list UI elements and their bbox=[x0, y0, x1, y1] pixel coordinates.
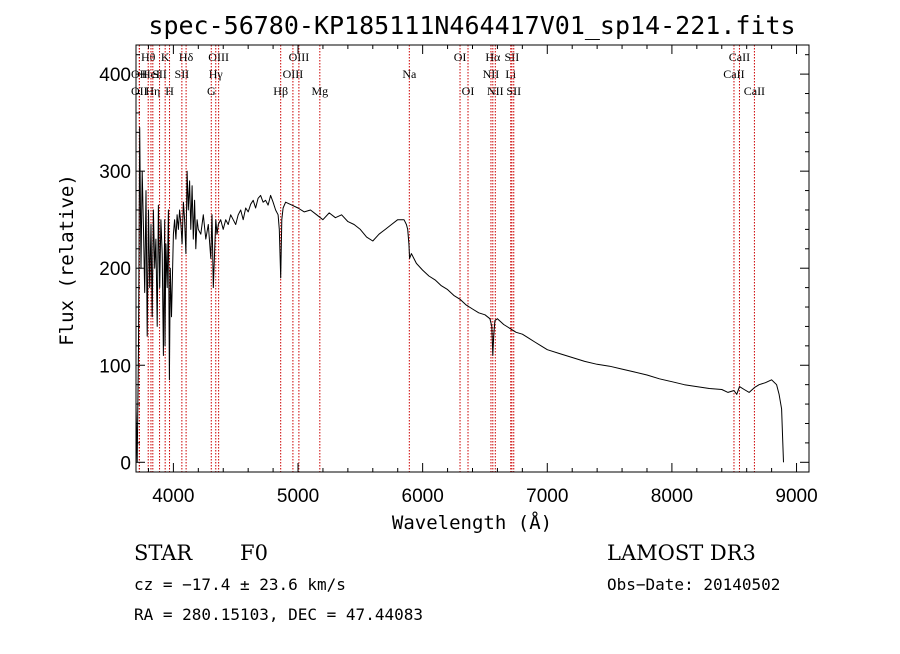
spectral-line-label: HeI bbox=[142, 67, 160, 81]
y-tick-label: 100 bbox=[99, 356, 131, 377]
spectral-line-label: SII bbox=[175, 67, 190, 81]
sky-coordinates: RA = 280.15103, DEC = 47.44083 bbox=[134, 605, 423, 624]
spectral-line-label: Hα bbox=[485, 50, 501, 64]
spectral-line-label: CaII bbox=[729, 50, 750, 64]
x-tick-label: 8000 bbox=[651, 486, 693, 507]
y-tick-label: 0 bbox=[120, 453, 131, 474]
spectrum-line bbox=[135, 127, 784, 463]
spectral-line-label: G bbox=[207, 84, 216, 98]
x-tick-label: 5000 bbox=[277, 486, 319, 507]
spectral-line-label: H bbox=[165, 84, 174, 98]
y-tick-label: 200 bbox=[99, 259, 131, 280]
spectral-line-label: OIII bbox=[283, 67, 304, 81]
x-tick-label: 6000 bbox=[402, 486, 444, 507]
spectral-line-label: SII bbox=[152, 67, 167, 81]
spectral-line-label: K bbox=[161, 50, 170, 64]
spectral-line-label: SII bbox=[506, 84, 521, 98]
x-tick-label: 4000 bbox=[152, 486, 194, 507]
redshift-readout: cz = −17.4 ± 23.6 km/s bbox=[134, 575, 346, 594]
spectral-line-markers: HθOIIOIIHeIHηKSIIHHδSIIOIIIHγGHβOIIIOIII… bbox=[131, 45, 765, 472]
spectral-line-label: OII bbox=[131, 84, 148, 98]
y-tick-label: 400 bbox=[99, 65, 131, 86]
spectral-line-label: Na bbox=[402, 67, 417, 81]
spectral-line-label: Mg bbox=[311, 84, 328, 98]
spectral-line-label: Li bbox=[505, 67, 516, 81]
spectral-line-label: Hβ bbox=[273, 84, 288, 98]
observation-date: Obs−Date: 20140502 bbox=[607, 575, 780, 594]
spectral-line-label: CaII bbox=[744, 84, 765, 98]
spectral-line-label: OIII bbox=[289, 50, 310, 64]
spectral-line-label: CaII bbox=[723, 67, 744, 81]
y-axis-label: Flux (relative) bbox=[56, 174, 78, 346]
object-class: STAR bbox=[134, 541, 193, 565]
x-tick-label: 9000 bbox=[775, 486, 817, 507]
spectrum-series bbox=[135, 127, 784, 463]
x-axis-ticks: 4000 5000 6000 7000 8000 9000 bbox=[147, 45, 818, 507]
spectral-line-label: NII bbox=[487, 84, 504, 98]
y-tick-label: 300 bbox=[99, 162, 131, 183]
spectral-line-label: SII bbox=[505, 50, 520, 64]
spectral-line-label: Hη bbox=[145, 84, 160, 98]
object-subclass: F0 bbox=[240, 541, 268, 565]
spectral-line-label: Hγ bbox=[209, 67, 224, 81]
plot-frame bbox=[135, 44, 810, 473]
x-axis-label: Wavelength (Å) bbox=[392, 511, 552, 534]
spectral-line-label: OIII bbox=[208, 50, 229, 64]
spectral-line-label: Hδ bbox=[179, 50, 194, 64]
spectral-line-label: Hθ bbox=[141, 50, 156, 64]
survey-name: LAMOST DR3 bbox=[607, 541, 756, 565]
spectral-line-label: OI bbox=[454, 50, 467, 64]
x-tick-label: 7000 bbox=[526, 486, 568, 507]
spectral-line-label: OI bbox=[462, 84, 475, 98]
y-axis-ticks: 0 100 200 300 400 bbox=[99, 54, 809, 474]
chart-title: spec-56780-KP185111N464417V01_sp14-221.f… bbox=[148, 11, 795, 40]
spectral-line-label: NII bbox=[483, 67, 500, 81]
